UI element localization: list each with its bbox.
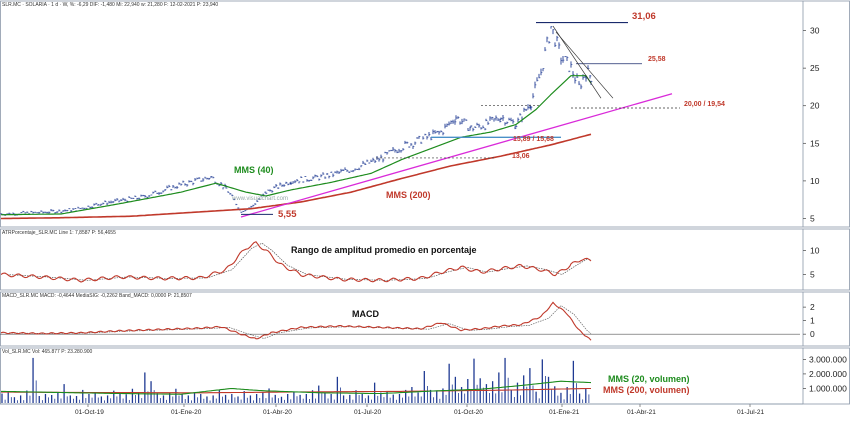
watermark: www.visualchart.com: [231, 196, 288, 202]
atr-panel: [0, 241, 592, 283]
atr-title: Rango de amplitud promedio en porcentaje: [291, 245, 477, 255]
sma40-label: MMS (40): [234, 165, 274, 175]
level-1589-label: 15,89 / 15,68: [513, 136, 554, 143]
x-tick-label: 01-Jul-21: [737, 409, 764, 416]
level-20-label: 20,00 / 19,54: [684, 101, 725, 108]
macd-panel-header: MACD_SLR.MC MACD: -0,4644 MediaSIG: -0,2…: [2, 293, 192, 299]
price-y-tick-label: 5: [810, 213, 815, 223]
low-level-label: 5,55: [278, 209, 297, 220]
level-1306-label: 13,06: [512, 153, 530, 160]
macd-title: MACD: [352, 309, 379, 319]
wedge-line-b: [555, 31, 614, 99]
x-tick-label: 01-Oct-20: [454, 409, 483, 416]
trendline: [240, 93, 673, 218]
axes: 5 10 15 20 25 30 5 10 0 1 2 1.000.000 2.000.000 3.000…: [0, 26, 847, 416]
x-tick-label: 01-Abr-20: [263, 409, 292, 416]
price-y-tick-label: 15: [810, 138, 820, 148]
macd-panel: [0, 301, 800, 341]
atr-y-tick-label: 5: [810, 270, 815, 280]
sma40-line: [1, 75, 592, 216]
vol-ma20-line: [1, 380, 592, 395]
vol-ma20-label: MMS (20, volumen): [608, 374, 690, 384]
x-tick-label: 01-Abr-21: [627, 409, 656, 416]
atr-y-tick-label: 10: [810, 245, 820, 255]
vol-ma200-label: MMS (200, volumen): [603, 385, 690, 395]
volume-panel-header: Vol_SLR.MC Vol: 465.877 P: 23.280.900: [2, 349, 93, 355]
atr-line: [0, 241, 592, 283]
x-tick-label: 01-Ene-21: [549, 409, 580, 416]
price-panel: [0, 21, 680, 220]
macd-line: [0, 301, 592, 341]
vol-y-tick-label: 1.000.000: [809, 383, 847, 393]
vol-y-tick-label: 3.000.000: [809, 354, 847, 364]
x-tick-label: 01-Oct-19: [75, 409, 104, 416]
macd-y-tick-label: 2: [810, 302, 815, 312]
atr-signal-line: [6, 242, 592, 281]
x-tick-label: 01-Jul-20: [354, 409, 381, 416]
price-y-tick-label: 30: [810, 26, 820, 36]
volume-panel: [1, 357, 592, 403]
price-y-tick-label: 25: [810, 63, 820, 73]
price-y-tick-label: 10: [810, 176, 820, 186]
high-level-label: 31,06: [632, 11, 656, 22]
price-y-tick-label: 20: [810, 101, 820, 111]
macd-y-tick-label: 0: [810, 329, 815, 339]
level-2558-label: 25,58: [648, 56, 666, 63]
macd-y-tick-label: 1: [810, 316, 815, 326]
atr-panel-header: ATRPorcentaje_SLR.MC Line 1: 7,8587 P: 5…: [2, 230, 116, 236]
vol-y-tick-label: 2.000.000: [809, 369, 847, 379]
sma200-label: MMS (200): [386, 190, 431, 200]
price-panel-header: SLR.MC · SOLARIA · 1 d · W, %: -6,29 DIF…: [2, 2, 218, 8]
x-tick-label: 01-Ene-20: [171, 409, 202, 416]
